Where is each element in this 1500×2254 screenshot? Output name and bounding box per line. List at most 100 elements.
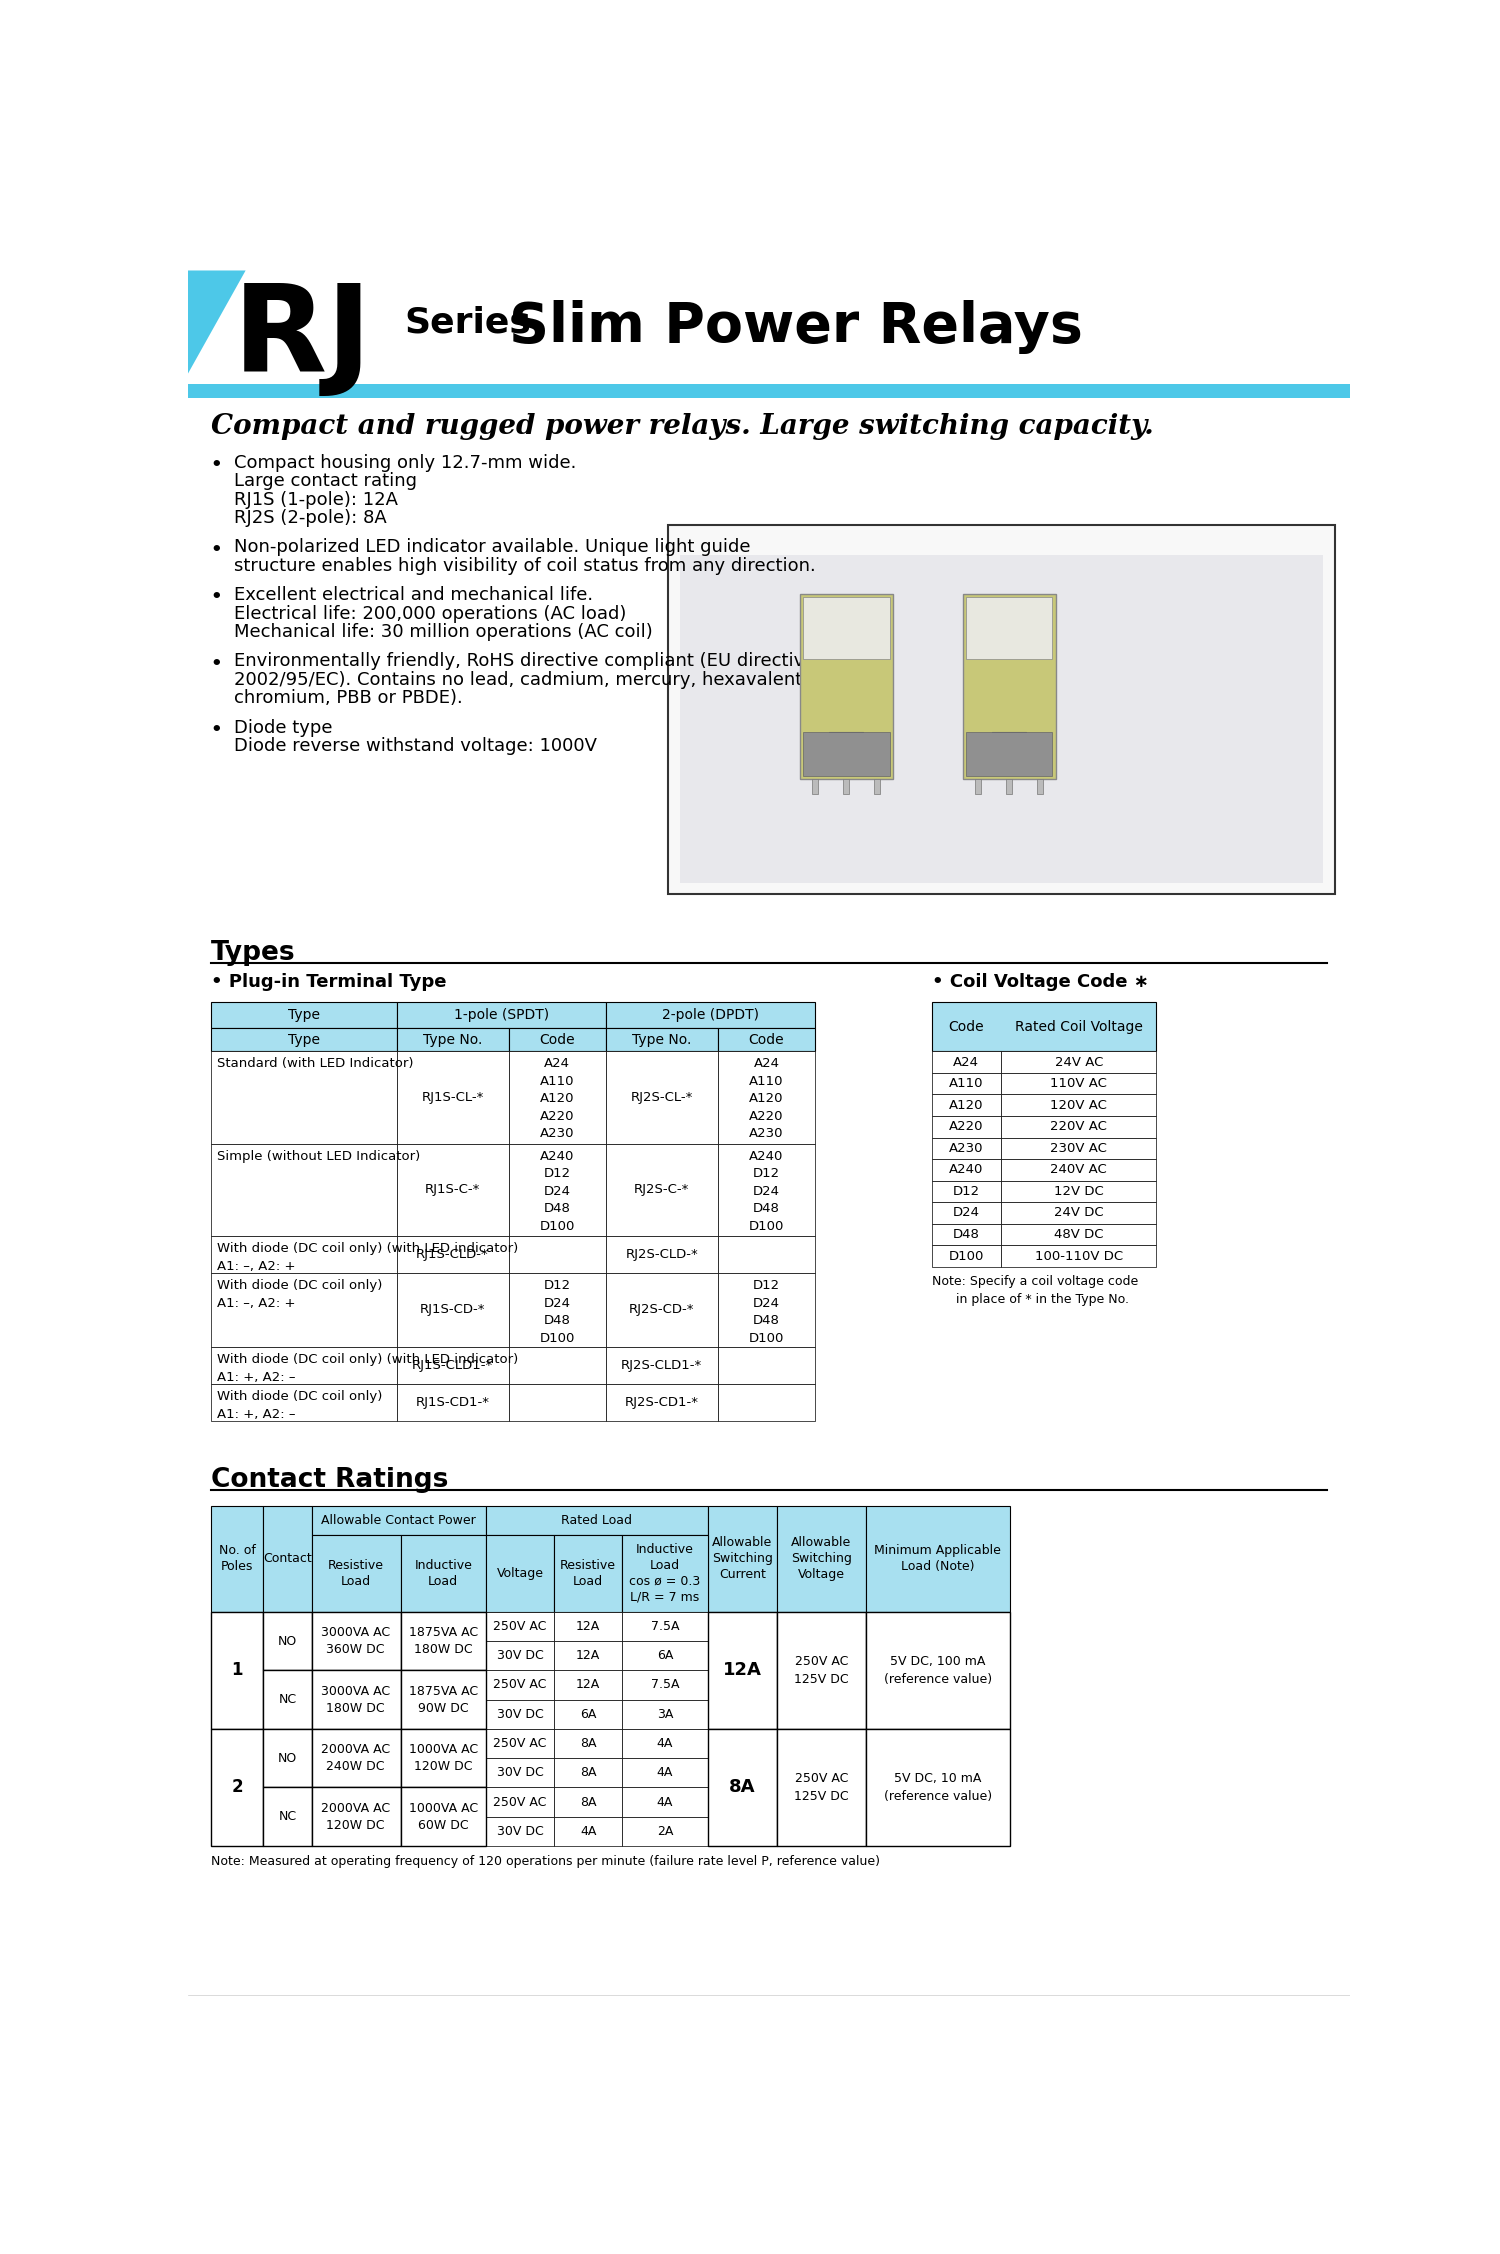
Bar <box>718 1235 816 1274</box>
Bar <box>509 1348 606 1384</box>
Bar <box>622 1670 708 1700</box>
Text: A120: A120 <box>950 1098 984 1111</box>
Bar <box>708 1758 777 1787</box>
Text: Electrical life: 200,000 operations (AC load): Electrical life: 200,000 operations (AC … <box>234 604 627 622</box>
Text: A24: A24 <box>954 1055 980 1068</box>
Bar <box>264 1700 312 1729</box>
Text: A220: A220 <box>950 1120 984 1134</box>
Bar <box>210 1506 264 1612</box>
Bar <box>966 597 1053 658</box>
Bar <box>554 1700 622 1729</box>
Bar <box>606 1003 816 1028</box>
Text: Compact and rugged power relays. Large switching capacity.: Compact and rugged power relays. Large s… <box>210 412 1154 440</box>
Text: 250V AC: 250V AC <box>494 1621 546 1632</box>
Text: 8A: 8A <box>580 1796 597 1808</box>
Bar <box>718 1143 816 1235</box>
Bar <box>312 1817 401 1846</box>
Bar <box>867 1612 1010 1641</box>
Text: 1000VA AC
60W DC: 1000VA AC 60W DC <box>408 1801 479 1833</box>
Text: Type: Type <box>288 1032 320 1046</box>
Text: 24V AC: 24V AC <box>1054 1055 1102 1068</box>
Bar <box>210 1235 396 1274</box>
Bar <box>932 1095 1002 1116</box>
Text: Diode reverse withstand voltage: 1000V: Diode reverse withstand voltage: 1000V <box>234 737 597 755</box>
Text: Contact: Contact <box>262 1553 312 1564</box>
Bar <box>1002 1244 1156 1267</box>
Bar <box>1002 1050 1156 1073</box>
Text: Resistive
Load: Resistive Load <box>560 1560 616 1587</box>
Bar <box>867 1729 1010 1758</box>
Bar <box>1002 1116 1156 1138</box>
Bar <box>554 1729 622 1758</box>
Bar <box>188 385 1350 399</box>
Text: 2000VA AC
240W DC: 2000VA AC 240W DC <box>321 1742 390 1774</box>
Bar <box>210 1384 396 1420</box>
Text: D12: D12 <box>952 1186 980 1197</box>
Bar <box>486 1729 554 1758</box>
Bar <box>396 1274 508 1348</box>
Bar <box>400 1729 486 1787</box>
Text: 250V AC: 250V AC <box>494 1738 546 1749</box>
Bar <box>830 733 864 755</box>
Text: Standard (with LED Indicator): Standard (with LED Indicator) <box>217 1057 414 1071</box>
Text: A110: A110 <box>950 1077 984 1091</box>
Bar <box>963 593 1056 778</box>
Bar <box>400 1670 486 1700</box>
Text: Voltage: Voltage <box>496 1567 543 1580</box>
Text: RJ2S-CD-*: RJ2S-CD-* <box>628 1303 694 1316</box>
Bar <box>802 597 889 658</box>
Text: Large contact rating: Large contact rating <box>234 473 417 489</box>
Bar <box>708 1729 777 1758</box>
Text: •: • <box>210 588 222 606</box>
Text: Types: Types <box>210 940 296 967</box>
Text: RJ1S (1-pole): 12A: RJ1S (1-pole): 12A <box>234 491 398 509</box>
Bar <box>312 1758 401 1787</box>
Text: Allowable
Switching
Voltage: Allowable Switching Voltage <box>790 1537 852 1582</box>
Bar <box>680 554 1323 884</box>
Text: chromium, PBB or PBDE).: chromium, PBB or PBDE). <box>234 690 462 708</box>
Bar <box>718 1274 816 1348</box>
Bar <box>777 1817 867 1846</box>
Bar <box>396 1028 508 1050</box>
Bar <box>210 1274 396 1348</box>
Bar <box>312 1700 401 1729</box>
Text: 2-pole (DPDT): 2-pole (DPDT) <box>662 1008 759 1021</box>
Bar <box>264 1641 312 1670</box>
Bar <box>312 1612 401 1641</box>
Bar <box>606 1050 718 1143</box>
Bar <box>1002 1073 1156 1095</box>
Text: Diode type: Diode type <box>234 719 333 737</box>
Bar <box>777 1506 867 1612</box>
Text: NO: NO <box>278 1634 297 1648</box>
Bar <box>777 1670 867 1700</box>
Text: 230V AC: 230V AC <box>1050 1143 1107 1154</box>
Text: Mechanical life: 30 million operations (AC coil): Mechanical life: 30 million operations (… <box>234 622 652 640</box>
Bar <box>264 1787 312 1817</box>
Bar <box>867 1670 1010 1700</box>
Bar <box>622 1612 708 1641</box>
Bar <box>867 1641 1010 1670</box>
Bar <box>867 1758 1010 1787</box>
Text: 8A: 8A <box>580 1767 597 1778</box>
Text: No. of
Poles: No. of Poles <box>219 1544 255 1573</box>
Text: With diode (DC coil only)
A1: –, A2: +: With diode (DC coil only) A1: –, A2: + <box>217 1280 382 1310</box>
Polygon shape <box>188 270 246 374</box>
Text: 8A: 8A <box>580 1738 597 1749</box>
Bar <box>396 1348 508 1384</box>
Text: structure enables high visibility of coil status from any direction.: structure enables high visibility of coi… <box>234 557 816 575</box>
Bar <box>622 1787 708 1817</box>
Text: RJ1S-CD1-*: RJ1S-CD1-* <box>416 1395 489 1409</box>
Bar <box>1002 1159 1156 1181</box>
Bar <box>708 1787 777 1817</box>
Bar <box>932 1159 1002 1181</box>
Text: RJ1S-CD-*: RJ1S-CD-* <box>420 1303 486 1316</box>
Bar <box>486 1506 708 1535</box>
Bar <box>1002 1181 1156 1201</box>
Text: Type No.: Type No. <box>632 1032 692 1046</box>
Bar <box>606 1235 718 1274</box>
Bar <box>400 1641 486 1670</box>
Text: 30V DC: 30V DC <box>496 1709 543 1720</box>
Text: • Coil Voltage Code ∗: • Coil Voltage Code ∗ <box>932 974 1149 992</box>
Text: 48V DC: 48V DC <box>1054 1228 1104 1242</box>
Bar <box>264 1817 312 1846</box>
